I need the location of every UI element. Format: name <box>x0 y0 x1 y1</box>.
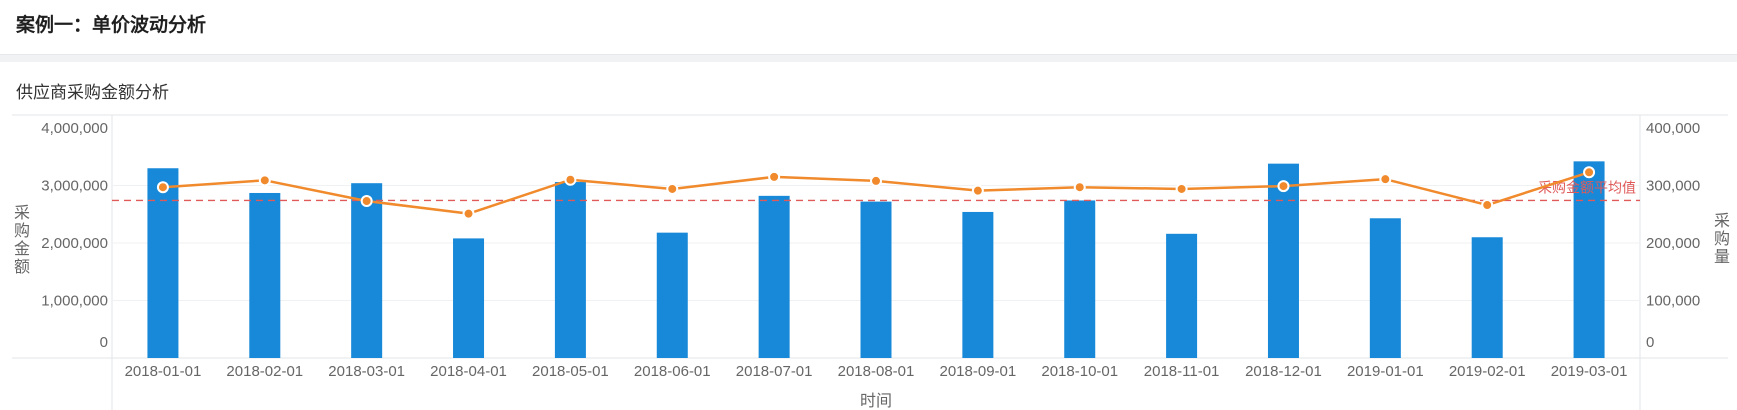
x-tick-label: 2018-12-01 <box>1245 363 1322 380</box>
bar <box>758 195 790 358</box>
y-left-axis-title: 金 <box>14 240 30 258</box>
y-right-tick-label: 400,000 <box>1646 120 1700 137</box>
y-left-tick-label: 1,000,000 <box>41 293 108 310</box>
bar <box>351 183 383 358</box>
line-point <box>1073 181 1086 194</box>
y-left-tick-label: 2,000,000 <box>41 235 108 252</box>
line-point <box>564 173 577 186</box>
x-tick-label: 2018-10-01 <box>1041 363 1118 380</box>
y-left-axis-title: 购 <box>14 222 30 240</box>
bar <box>1573 161 1605 358</box>
chart-title: 供应商采购金额分析 <box>16 83 169 102</box>
bar <box>249 192 281 358</box>
y-right-axis-title: 量 <box>1714 249 1730 266</box>
line-point <box>1379 173 1392 186</box>
bar <box>1166 233 1198 358</box>
x-tick-label: 2019-01-01 <box>1347 363 1424 380</box>
y-right-tick-label: 100,000 <box>1646 293 1700 310</box>
x-tick-label: 2018-07-01 <box>736 363 813 380</box>
y-left-tick-label: 4,000,000 <box>41 120 108 137</box>
bar <box>962 211 994 358</box>
bar <box>656 232 688 358</box>
line-point <box>768 170 781 183</box>
line-point <box>360 195 373 208</box>
y-right-tick-label: 300,000 <box>1646 178 1700 195</box>
line-point <box>1481 199 1494 212</box>
y-right-tick-label: 0 <box>1646 334 1654 351</box>
line-point <box>1277 180 1290 193</box>
line-point <box>1175 182 1188 195</box>
line-point <box>666 182 679 195</box>
y-left-tick-label: 3,000,000 <box>41 178 108 195</box>
page-title: 案例一：单价波动分析 <box>16 15 207 36</box>
y-right-axis-title: 购 <box>1714 230 1730 248</box>
bar <box>453 238 485 358</box>
x-tick-label: 2019-03-01 <box>1551 363 1628 380</box>
line-point <box>156 181 169 194</box>
line-point <box>971 184 984 197</box>
bar <box>860 201 892 358</box>
bar <box>147 168 179 358</box>
bar <box>1471 237 1503 358</box>
bar <box>1267 163 1299 358</box>
line-point <box>258 174 271 187</box>
x-tick-label: 2018-04-01 <box>430 363 507 380</box>
y-left-axis-title: 采 <box>14 204 30 222</box>
x-tick-label: 2019-02-01 <box>1449 363 1526 380</box>
x-tick-label: 2018-09-01 <box>939 363 1016 380</box>
header-bar: 案例一：单价波动分析 <box>0 0 1737 55</box>
x-tick-label: 2018-05-01 <box>532 363 609 380</box>
y-right-tick-label: 200,000 <box>1646 235 1700 252</box>
x-axis-title: 时间 <box>860 392 892 410</box>
y-right-axis-title: 采 <box>1714 212 1730 230</box>
x-tick-label: 2018-11-01 <box>1144 363 1220 380</box>
x-tick-label: 2018-08-01 <box>838 363 915 380</box>
x-tick-label: 2018-03-01 <box>328 363 405 380</box>
x-tick-label: 2018-01-01 <box>125 363 202 380</box>
x-tick-label: 2018-06-01 <box>634 363 711 380</box>
bar <box>1064 200 1096 358</box>
line-point <box>1583 166 1596 179</box>
bar <box>554 182 586 358</box>
line-point <box>462 207 475 220</box>
y-left-axis-title: 额 <box>14 258 30 276</box>
y-left-tick-label: 0 <box>100 334 108 351</box>
x-tick-label: 2018-02-01 <box>226 363 303 380</box>
average-reference-label: 采购金额平均值 <box>1538 179 1636 195</box>
bar <box>1369 218 1401 358</box>
line-point <box>870 174 882 187</box>
